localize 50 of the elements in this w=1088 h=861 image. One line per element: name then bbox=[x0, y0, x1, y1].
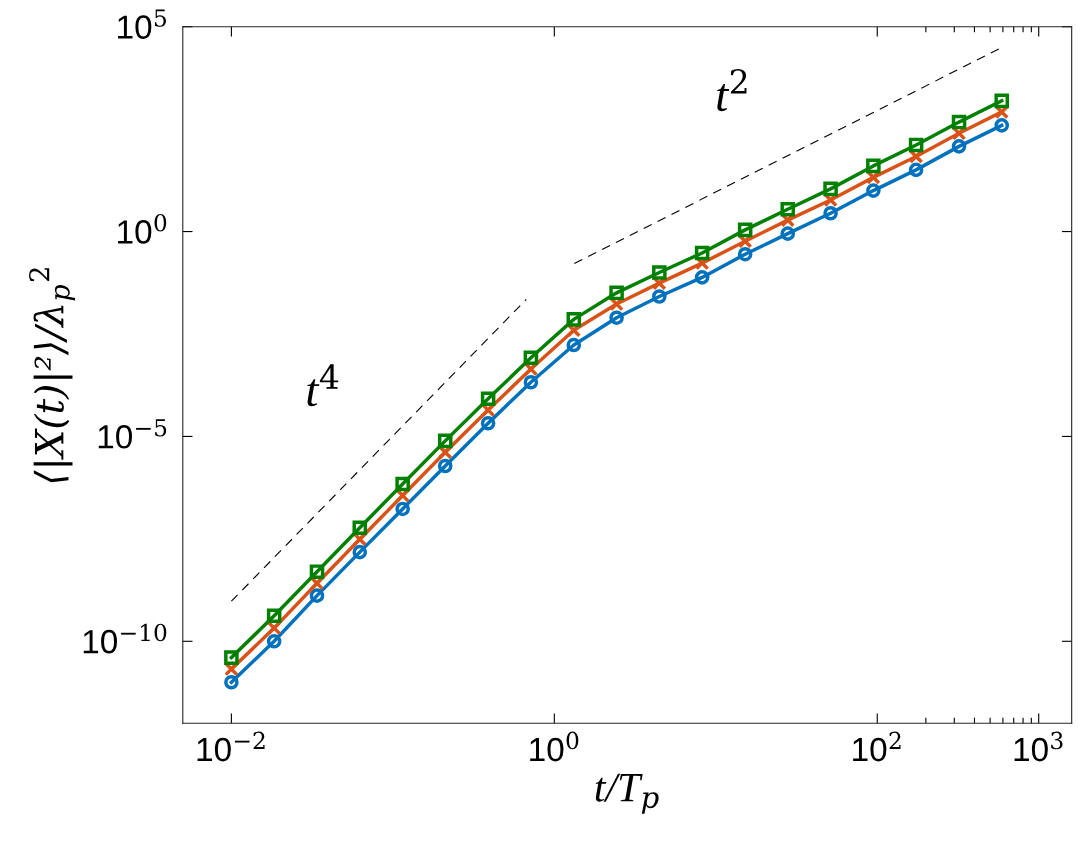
point bbox=[652, 289, 667, 304]
point bbox=[523, 374, 539, 390]
x-tick-label: 10$^{3}$ bbox=[1014, 731, 1063, 762]
point bbox=[780, 201, 796, 217]
point bbox=[908, 137, 924, 153]
y-tick-label: 10$^{5}$ bbox=[118, 9, 166, 39]
x-axis-title: t/T$_{p}$ bbox=[595, 773, 659, 814]
point bbox=[994, 93, 1010, 109]
point bbox=[652, 265, 667, 280]
point bbox=[437, 433, 453, 449]
point bbox=[352, 544, 368, 560]
annotation: t$^{2}$ bbox=[717, 69, 747, 112]
point bbox=[780, 226, 796, 241]
point bbox=[823, 205, 838, 221]
point bbox=[737, 222, 753, 238]
point bbox=[908, 162, 924, 178]
point bbox=[951, 139, 967, 154]
point bbox=[951, 114, 967, 130]
point bbox=[437, 458, 453, 474]
x-tick-label: 10$^{2}$ bbox=[853, 731, 901, 762]
point bbox=[266, 634, 282, 649]
x-tick-label: 10$^{−2}$ bbox=[197, 731, 265, 762]
y-tick-label: 10$^{0}$ bbox=[118, 213, 167, 244]
point bbox=[352, 520, 368, 536]
annotation: t$^{4}$ bbox=[307, 364, 339, 407]
point bbox=[224, 674, 239, 690]
point bbox=[224, 650, 239, 665]
point bbox=[694, 245, 710, 261]
x-tick-label: 10$^{0}$ bbox=[530, 731, 579, 762]
point bbox=[609, 285, 624, 301]
point bbox=[523, 350, 539, 366]
point bbox=[266, 608, 282, 624]
point bbox=[566, 337, 582, 353]
point bbox=[395, 476, 410, 492]
point bbox=[866, 183, 881, 198]
point bbox=[737, 246, 753, 262]
point bbox=[395, 501, 410, 517]
point bbox=[823, 181, 838, 197]
y-tick-label: 10$^{−5}$ bbox=[98, 419, 167, 449]
point bbox=[309, 588, 325, 603]
point bbox=[309, 564, 325, 579]
point bbox=[694, 270, 710, 285]
point bbox=[480, 391, 496, 407]
point bbox=[866, 158, 881, 174]
point bbox=[609, 310, 624, 325]
y-tick-label: 10$^{−10}$ bbox=[83, 623, 167, 654]
point bbox=[480, 415, 496, 431]
y-axis-title: ⟨|X(t)|²⟩/λ$_{p}$$^{2}$ bbox=[29, 268, 76, 483]
point bbox=[566, 312, 582, 327]
point bbox=[994, 118, 1010, 133]
